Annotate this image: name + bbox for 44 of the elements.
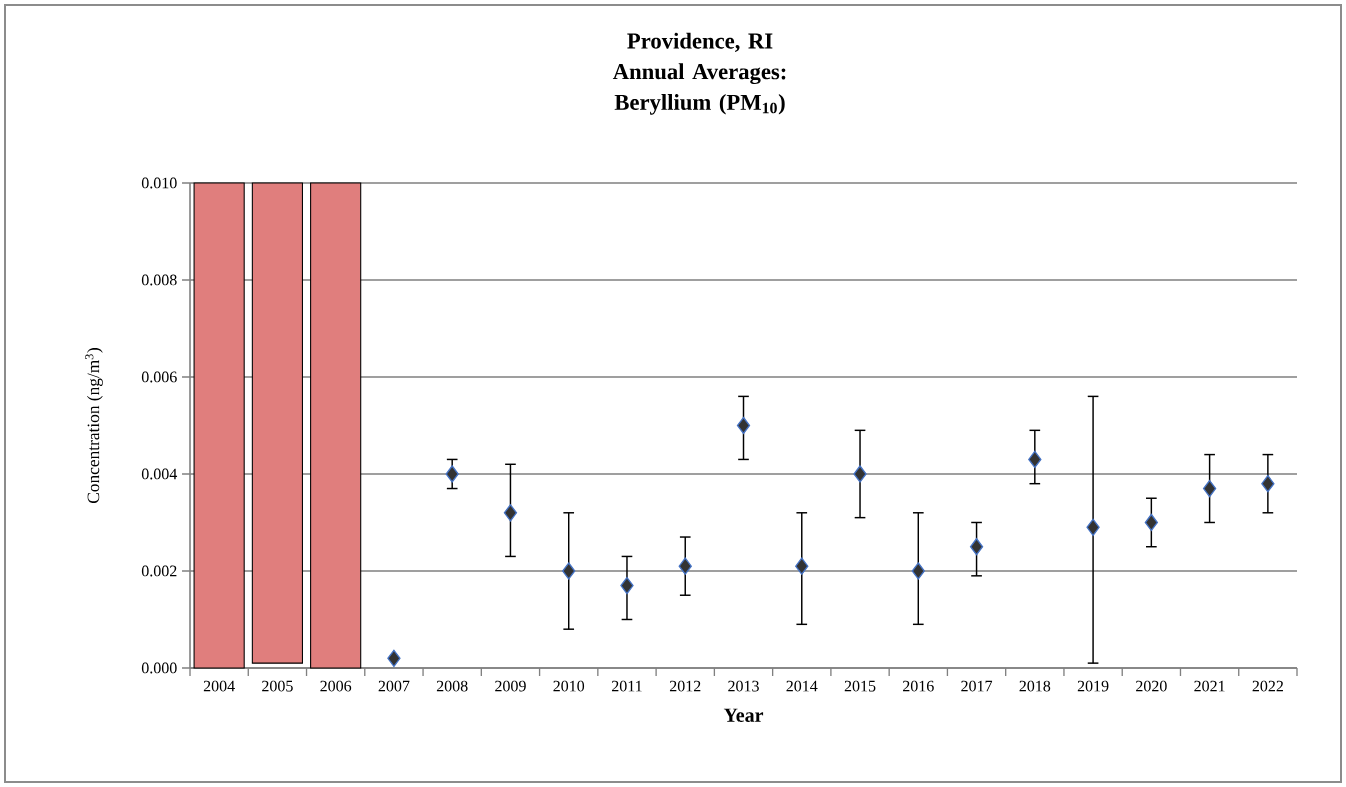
x-tick-label: 2012 xyxy=(669,680,701,692)
x-tick-label: 2015 xyxy=(844,680,876,692)
point xyxy=(620,576,634,595)
x-tick-label: 2011 xyxy=(611,680,642,692)
x-tick-label: 2020 xyxy=(1136,680,1167,692)
point xyxy=(853,465,867,483)
x-tick-label: 2006 xyxy=(320,680,352,692)
x-tick-label: 2017 xyxy=(961,680,993,692)
point xyxy=(678,557,692,575)
x-tick-label: 2016 xyxy=(903,680,934,692)
y-tick-label: 0.010 xyxy=(141,177,177,189)
point xyxy=(445,465,459,483)
point xyxy=(911,562,925,580)
y-tick-label: 0.006 xyxy=(141,371,177,383)
y-tick-label: 0.000 xyxy=(141,662,177,674)
x-tick-label: 2005 xyxy=(262,680,293,692)
point xyxy=(969,538,984,556)
chart-title: Providence, RI Annual Averages: Beryllium (PM$_{10}$) xyxy=(612,32,786,115)
point xyxy=(1202,479,1217,498)
x-tick-label: 2007 xyxy=(378,680,410,692)
x-tick-label: 2013 xyxy=(728,680,759,692)
x-tick-label: 2009 xyxy=(495,680,526,692)
x-tick-label: 2018 xyxy=(1019,680,1051,692)
y-axis-title: Concentration (ng/m$^{3}$) xyxy=(85,348,103,503)
point xyxy=(736,416,751,435)
x-tick-label: 2010 xyxy=(553,680,585,692)
x-tick-label: 2019 xyxy=(1077,680,1109,692)
y-tick-label: 0.004 xyxy=(141,468,178,480)
x-tick-label: 2008 xyxy=(436,680,468,692)
x-tick-label: 2014 xyxy=(786,680,818,692)
y-tick-label: 0.002 xyxy=(141,565,177,577)
point xyxy=(503,504,518,522)
point xyxy=(1028,450,1042,469)
x-tick-label: 2022 xyxy=(1252,680,1283,692)
point xyxy=(1261,475,1275,493)
point xyxy=(387,649,401,667)
x-axis-title: Year xyxy=(723,708,764,722)
point xyxy=(795,557,809,575)
point xyxy=(562,562,576,580)
x-tick-label: 2021 xyxy=(1194,680,1225,692)
x-tick-label: 2004 xyxy=(203,680,235,692)
point xyxy=(1144,513,1159,532)
point xyxy=(1086,518,1100,537)
y-tick-label: 0.008 xyxy=(141,274,177,286)
